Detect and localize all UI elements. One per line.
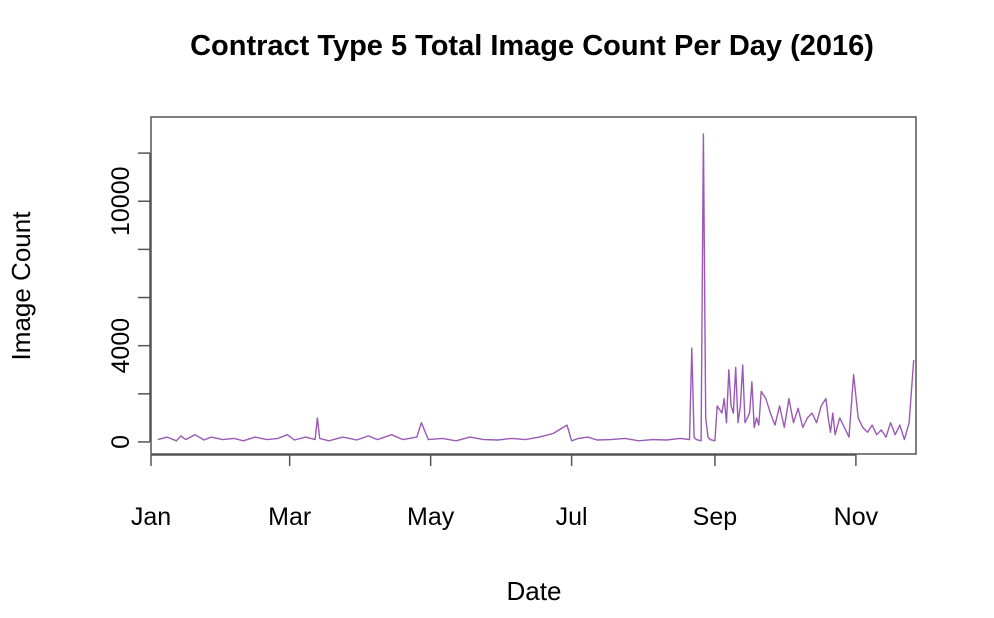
- y-tick-label: 10000: [107, 166, 135, 236]
- x-tick-label: Jul: [556, 503, 588, 531]
- y-tick-label: 4000: [107, 318, 135, 374]
- y-axis-label: Image Count: [6, 211, 36, 361]
- x-tick-label: May: [407, 503, 455, 531]
- series-line: [157, 133, 915, 442]
- x-axis-label: Date: [507, 576, 562, 606]
- chart-title: Contract Type 5 Total Image Count Per Da…: [190, 30, 874, 62]
- y-axis: 0 4000 10000: [107, 152, 151, 449]
- x-tick-label: Jan: [131, 503, 171, 531]
- x-tick-label: Sep: [693, 503, 737, 531]
- y-tick-label: 0: [107, 435, 135, 449]
- x-tick-label: Mar: [268, 503, 311, 531]
- plot-frame: [150, 116, 917, 455]
- x-axis: Jan Mar May Jul Sep Nov: [131, 454, 879, 531]
- x-tick-label: Nov: [834, 503, 879, 531]
